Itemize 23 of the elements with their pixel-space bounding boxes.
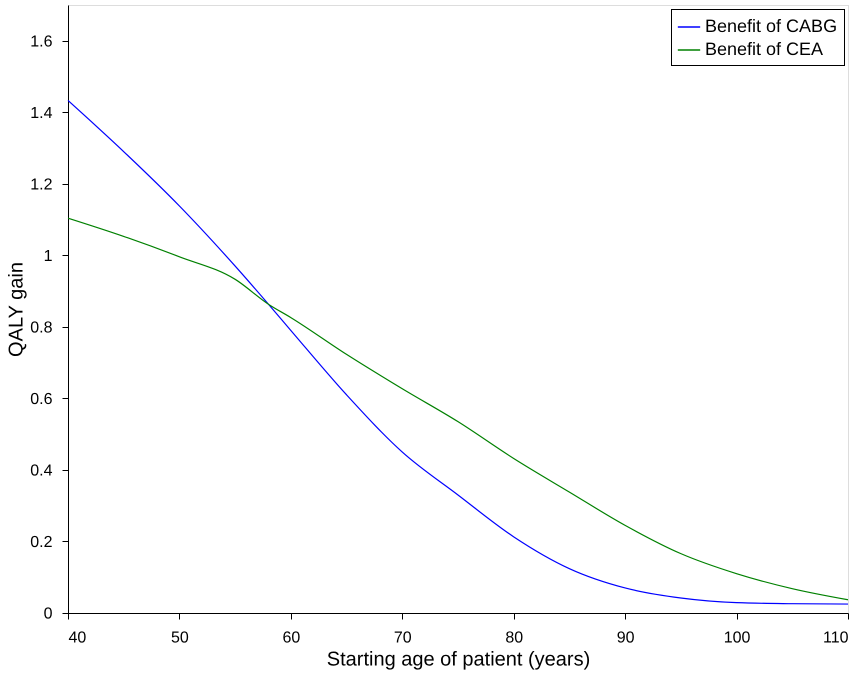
line-series	[67, 218, 849, 600]
y-tick-label: 0.8	[30, 319, 53, 336]
y-tick-label: 1.6	[30, 33, 53, 50]
y-tick-label: 0.6	[30, 390, 53, 408]
x-tick-label: 60	[282, 630, 300, 646]
y-axis-title: QALY gain	[5, 262, 28, 357]
x-tick-label: 80	[505, 630, 524, 646]
x-axis-title: Starting age of patient (years)	[326, 648, 590, 670]
legend-label: Benefit of CABG	[705, 16, 838, 36]
y-tick-label: 1.4	[30, 104, 53, 122]
y-tick-label: 0.4	[30, 462, 53, 480]
y-tick-label: 1.2	[30, 176, 53, 194]
y-tick-label: 0	[44, 606, 53, 622]
y-tick-label: 0.2	[30, 534, 53, 551]
x-tick-label: 100	[724, 630, 751, 646]
legend-label: Benefit of CEA	[705, 39, 824, 59]
x-tick-label: 90	[616, 630, 635, 646]
x-tick-label: 70	[394, 630, 412, 646]
x-tick-label: 40	[68, 630, 86, 646]
line-series	[67, 100, 849, 605]
x-tick-label: 110	[822, 630, 849, 646]
y-tick-label: 1	[44, 248, 53, 265]
x-tick-label: 50	[171, 630, 189, 646]
